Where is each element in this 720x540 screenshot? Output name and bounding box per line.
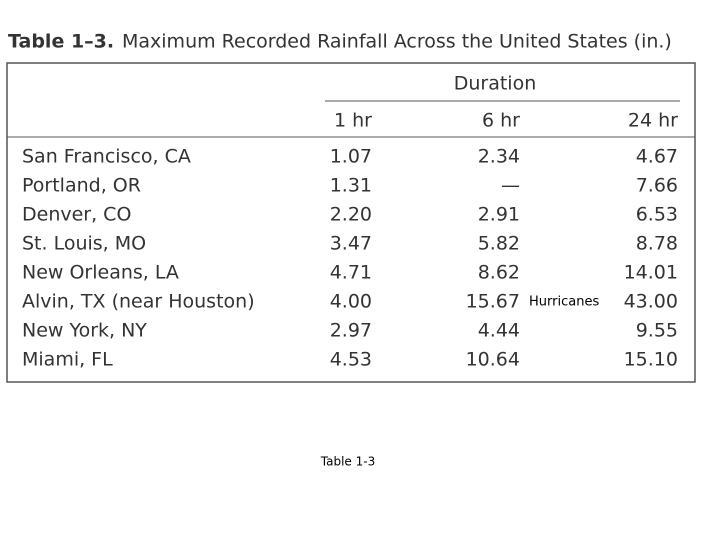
cell: 6.53 — [636, 204, 678, 226]
row-label: St. Louis, MO — [22, 233, 146, 255]
cell: 4.71 — [330, 262, 372, 284]
cell: 2.91 — [478, 204, 520, 226]
row-label: Denver, CO — [22, 204, 131, 226]
cell: 4.67 — [636, 146, 678, 168]
table-label: Table 1–3. — [8, 31, 114, 53]
cell: 9.55 — [636, 320, 678, 342]
cell: 8.78 — [636, 233, 678, 255]
cell: 4.44 — [478, 320, 520, 342]
cell: 7.66 — [636, 175, 678, 197]
column-header: 6 hr — [482, 110, 520, 132]
cell: 4.53 — [330, 349, 372, 371]
cell: 2.97 — [330, 320, 372, 342]
cell: 1.07 — [330, 146, 372, 168]
row-label: Alvin, TX (near Houston) — [22, 291, 255, 313]
row-label: Portland, OR — [22, 175, 141, 197]
row-label: Miami, FL — [22, 349, 113, 371]
group-header: Duration — [454, 73, 537, 95]
cell: 10.64 — [466, 349, 520, 371]
cell: 15.10 — [624, 349, 678, 371]
cell: 1.31 — [330, 175, 372, 197]
cell: 14.01 — [624, 262, 678, 284]
table-title: Maximum Recorded Rainfall Across the Uni… — [122, 31, 672, 53]
cell: 5.82 — [478, 233, 520, 255]
column-header: 24 hr — [628, 110, 678, 132]
cell: 2.20 — [330, 204, 372, 226]
column-header: 1 hr — [334, 110, 372, 132]
row-label: New Orleans, LA — [22, 262, 179, 284]
caption: Table 1-3 — [320, 455, 375, 469]
row-label: New York, NY — [22, 320, 147, 342]
cell: 8.62 — [478, 262, 520, 284]
row-label: San Francisco, CA — [22, 146, 191, 168]
table-border — [6, 62, 696, 383]
cell: 43.00 — [624, 291, 678, 313]
cell: — — [501, 175, 520, 197]
table-body: 1 hr 6 hr 24 hr San Francisco, CA 1.07 2.34 4.… — [22, 110, 678, 371]
cell: 3.47 — [330, 233, 372, 255]
annotation-bg — [525, 291, 613, 313]
annotation: Hurricanes — [529, 295, 599, 310]
cell: 4.00 — [330, 291, 372, 313]
cell: 2.34 — [478, 146, 520, 168]
cell: 15.67 — [466, 291, 520, 313]
